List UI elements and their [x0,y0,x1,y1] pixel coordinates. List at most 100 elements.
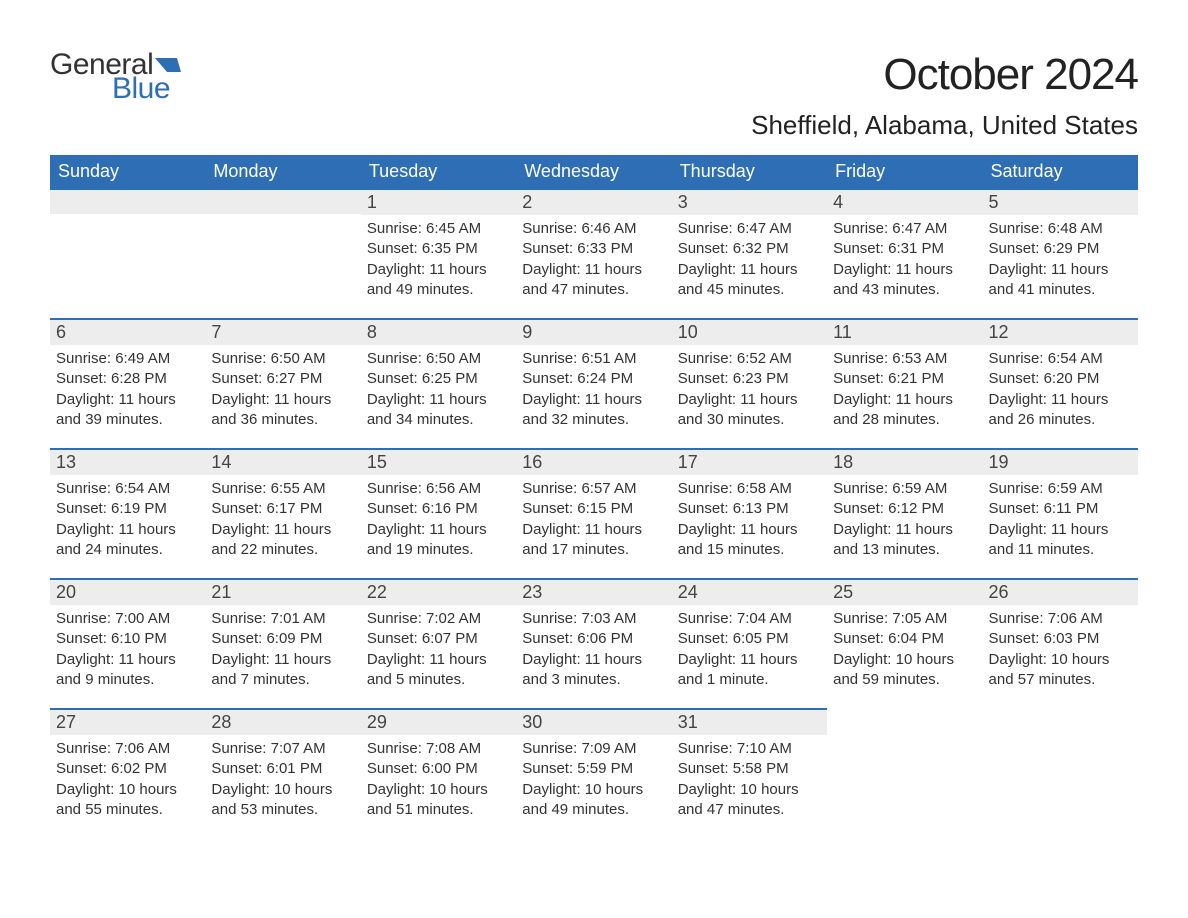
sunrise-text: Sunrise: 7:05 AM [833,609,976,629]
weekday-header: Wednesday [516,155,671,188]
calendar-cell: 10Sunrise: 6:52 AMSunset: 6:23 PMDayligh… [672,318,827,448]
daylight-text-1: Daylight: 11 hours [678,260,821,280]
sunrise-text: Sunrise: 6:46 AM [522,219,665,239]
sunset-text: Sunset: 6:27 PM [211,369,354,389]
empty-day-header [205,188,360,214]
calendar-cell: 13Sunrise: 6:54 AMSunset: 6:19 PMDayligh… [50,448,205,578]
sunset-text: Sunset: 6:01 PM [211,759,354,779]
day-number: 5 [983,188,1138,215]
daylight-text-1: Daylight: 10 hours [522,780,665,800]
sunset-text: Sunset: 6:06 PM [522,629,665,649]
daylight-text-2: and 36 minutes. [211,410,354,430]
daylight-text-2: and 55 minutes. [56,800,199,820]
sunrise-text: Sunrise: 7:00 AM [56,609,199,629]
day-body: Sunrise: 7:10 AMSunset: 5:58 PMDaylight:… [672,735,827,826]
day-number: 25 [827,578,982,605]
day-body: Sunrise: 6:57 AMSunset: 6:15 PMDaylight:… [516,475,671,566]
calendar-week-row: 13Sunrise: 6:54 AMSunset: 6:19 PMDayligh… [50,448,1138,578]
calendar-week-row: 20Sunrise: 7:00 AMSunset: 6:10 PMDayligh… [50,578,1138,708]
day-body: Sunrise: 6:45 AMSunset: 6:35 PMDaylight:… [361,215,516,306]
day-number: 19 [983,448,1138,475]
day-body: Sunrise: 6:59 AMSunset: 6:11 PMDaylight:… [983,475,1138,566]
day-body: Sunrise: 6:50 AMSunset: 6:27 PMDaylight:… [205,345,360,436]
empty-day-header [50,188,205,214]
sunset-text: Sunset: 6:15 PM [522,499,665,519]
calendar-cell: 16Sunrise: 6:57 AMSunset: 6:15 PMDayligh… [516,448,671,578]
sunset-text: Sunset: 6:23 PM [678,369,821,389]
daylight-text-2: and 32 minutes. [522,410,665,430]
sunset-text: Sunset: 6:05 PM [678,629,821,649]
sunrise-text: Sunrise: 6:54 AM [989,349,1132,369]
sunrise-text: Sunrise: 6:58 AM [678,479,821,499]
day-number: 6 [50,318,205,345]
daylight-text-2: and 51 minutes. [367,800,510,820]
calendar-week-row: 6Sunrise: 6:49 AMSunset: 6:28 PMDaylight… [50,318,1138,448]
sunset-text: Sunset: 6:02 PM [56,759,199,779]
day-number: 21 [205,578,360,605]
daylight-text-1: Daylight: 11 hours [367,650,510,670]
daylight-text-2: and 59 minutes. [833,670,976,690]
daylight-text-2: and 5 minutes. [367,670,510,690]
sunrise-text: Sunrise: 6:55 AM [211,479,354,499]
day-number: 2 [516,188,671,215]
calendar-cell: 3Sunrise: 6:47 AMSunset: 6:32 PMDaylight… [672,188,827,318]
title-block: October 2024 Sheffield, Alabama, United … [751,50,1138,141]
sunset-text: Sunset: 6:04 PM [833,629,976,649]
day-number: 15 [361,448,516,475]
sunrise-text: Sunrise: 7:07 AM [211,739,354,759]
day-number: 4 [827,188,982,215]
sunrise-text: Sunrise: 6:53 AM [833,349,976,369]
sunrise-text: Sunrise: 6:50 AM [367,349,510,369]
day-number: 10 [672,318,827,345]
daylight-text-2: and 47 minutes. [522,280,665,300]
calendar-cell: 19Sunrise: 6:59 AMSunset: 6:11 PMDayligh… [983,448,1138,578]
daylight-text-2: and 7 minutes. [211,670,354,690]
day-number: 1 [361,188,516,215]
sunset-text: Sunset: 5:59 PM [522,759,665,779]
day-number: 28 [205,708,360,735]
sunset-text: Sunset: 6:09 PM [211,629,354,649]
sunrise-text: Sunrise: 6:59 AM [833,479,976,499]
day-number: 23 [516,578,671,605]
calendar-cell [983,708,1138,838]
day-number: 8 [361,318,516,345]
daylight-text-1: Daylight: 11 hours [56,390,199,410]
sunset-text: Sunset: 6:19 PM [56,499,199,519]
calendar-cell: 26Sunrise: 7:06 AMSunset: 6:03 PMDayligh… [983,578,1138,708]
page-header: General Blue October 2024 Sheffield, Ala… [50,50,1138,141]
sunset-text: Sunset: 6:32 PM [678,239,821,259]
daylight-text-1: Daylight: 10 hours [367,780,510,800]
calendar-cell: 29Sunrise: 7:08 AMSunset: 6:00 PMDayligh… [361,708,516,838]
daylight-text-1: Daylight: 11 hours [56,520,199,540]
calendar-cell: 21Sunrise: 7:01 AMSunset: 6:09 PMDayligh… [205,578,360,708]
day-body: Sunrise: 6:48 AMSunset: 6:29 PMDaylight:… [983,215,1138,306]
daylight-text-2: and 47 minutes. [678,800,821,820]
calendar-cell: 28 Sunrise: 7:07 AMSunset: 6:01 PMDayligh… [205,708,360,838]
daylight-text-1: Daylight: 11 hours [522,520,665,540]
sunrise-text: Sunrise: 6:59 AM [989,479,1132,499]
calendar-week-row: 1Sunrise: 6:45 AMSunset: 6:35 PMDaylight… [50,188,1138,318]
day-body: Sunrise: 7:04 AMSunset: 6:05 PMDaylight:… [672,605,827,696]
calendar-cell: 17Sunrise: 6:58 AMSunset: 6:13 PMDayligh… [672,448,827,578]
sunrise-text: Sunrise: 6:56 AM [367,479,510,499]
weekday-header: Sunday [50,155,205,188]
daylight-text-2: and 45 minutes. [678,280,821,300]
day-number: 26 [983,578,1138,605]
daylight-text-1: Daylight: 11 hours [833,390,976,410]
day-body: Sunrise: 6:50 AMSunset: 6:25 PMDaylight:… [361,345,516,436]
sunset-text: Sunset: 6:29 PM [989,239,1132,259]
sunrise-text: Sunrise: 7:06 AM [56,739,199,759]
calendar-cell: 12Sunrise: 6:54 AMSunset: 6:20 PMDayligh… [983,318,1138,448]
daylight-text-2: and 39 minutes. [56,410,199,430]
weekday-header: Thursday [672,155,827,188]
daylight-text-2: and 24 minutes. [56,540,199,560]
daylight-text-1: Daylight: 10 hours [211,780,354,800]
day-body: Sunrise: 7:00 AMSunset: 6:10 PMDaylight:… [50,605,205,696]
sunrise-text: Sunrise: 6:47 AM [678,219,821,239]
day-body: Sunrise: 6:54 AMSunset: 6:20 PMDaylight:… [983,345,1138,436]
sunrise-text: Sunrise: 6:51 AM [522,349,665,369]
sunset-text: Sunset: 6:13 PM [678,499,821,519]
sunset-text: Sunset: 6:31 PM [833,239,976,259]
calendar-cell: 31Sunrise: 7:10 AMSunset: 5:58 PMDayligh… [672,708,827,838]
sunset-text: Sunset: 6:25 PM [367,369,510,389]
